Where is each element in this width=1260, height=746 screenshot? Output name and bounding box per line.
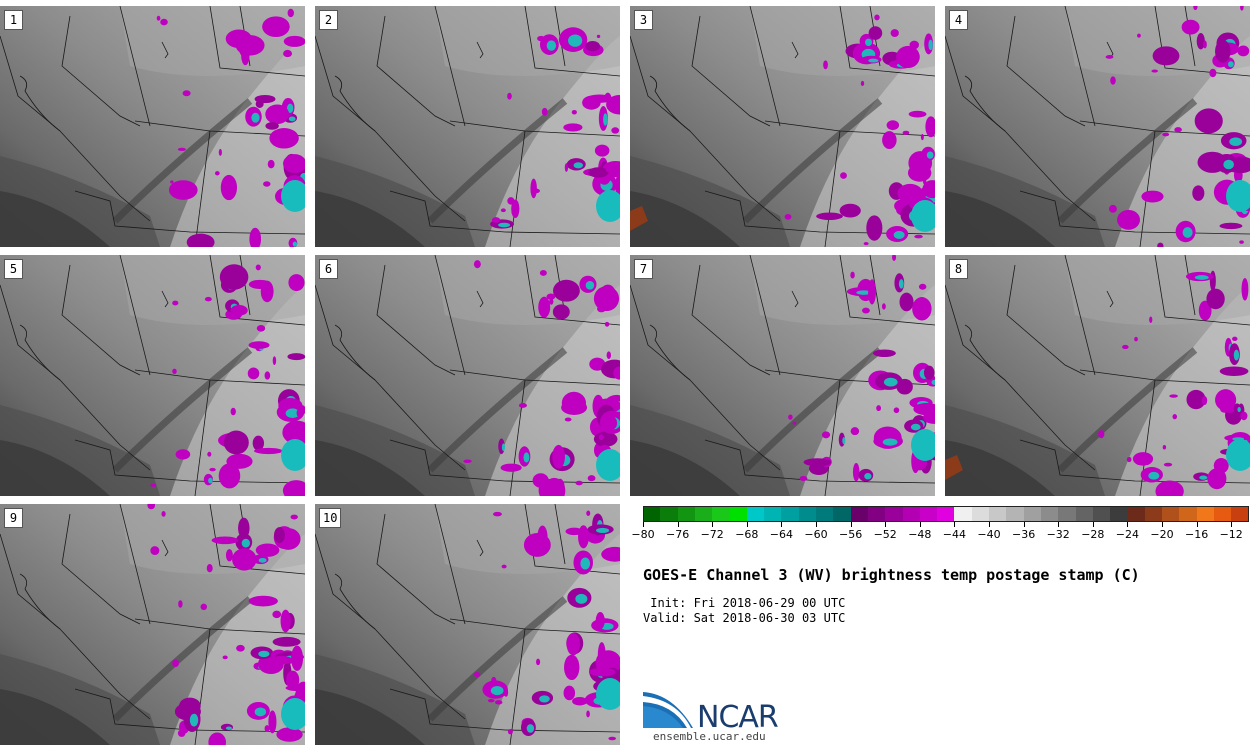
colorbar-cell — [1144, 506, 1163, 522]
colorbar-tick-label: −64 — [769, 528, 793, 541]
map-panel: 7 — [630, 255, 935, 496]
panel-number-label: 8 — [949, 259, 968, 279]
colorbar-cell — [919, 506, 938, 522]
map-panel: 2 — [315, 6, 620, 247]
colorbar-tick-label: −28 — [1081, 528, 1105, 541]
colorbar-tick — [1162, 522, 1163, 527]
colorbar-tick-label: −80 — [631, 528, 655, 541]
colorbar-cell — [643, 506, 661, 522]
panel-number-label: 2 — [319, 10, 338, 30]
colorbar-tick-label: −32 — [1046, 528, 1070, 541]
colorbar-tick — [954, 522, 956, 527]
figure-title: GOES-E Channel 3 (WV) brightness temp po… — [643, 566, 1140, 584]
colorbar-tick-label: −36 — [1011, 528, 1036, 541]
colorbar-cell — [971, 506, 990, 522]
colorbar-cell — [660, 506, 679, 522]
panel-number-label: 10 — [319, 508, 342, 528]
colorbar-tick — [1058, 522, 1060, 527]
colorbar-tick-label: −48 — [908, 528, 932, 541]
colorbar-tick — [919, 522, 921, 527]
colorbar-cell — [729, 506, 748, 522]
colorbar-cell — [850, 506, 869, 522]
map-panel: 4 — [945, 6, 1250, 247]
colorbar-frame — [643, 506, 1249, 522]
colorbar-cell — [712, 506, 730, 522]
colorbar-tick-label: −44 — [942, 528, 966, 541]
colorbar-tick — [712, 522, 714, 527]
colorbar-tick — [643, 522, 644, 527]
colorbar-cell — [1213, 506, 1232, 522]
colorbar-cell — [1196, 506, 1215, 522]
colorbar-cell — [885, 506, 903, 522]
colorbar-tick-label: −52 — [873, 528, 897, 541]
panel-number-label: 5 — [4, 259, 23, 279]
colorbar-tick — [989, 522, 990, 527]
colorbar-cell — [781, 506, 800, 522]
map-panel: 6 — [315, 255, 620, 496]
colorbar-tick — [1196, 522, 1198, 527]
colorbar-cell — [764, 506, 782, 522]
colorbar-cell — [867, 506, 886, 522]
colorbar-cell — [1162, 506, 1180, 522]
panel-number-label: 4 — [949, 10, 968, 30]
colorbar-cell — [746, 506, 765, 522]
panel-number-label: 1 — [4, 10, 23, 30]
colorbar-tick-label: −20 — [1150, 528, 1174, 541]
colorbar-tick-label: −16 — [1184, 528, 1209, 541]
panel-number-label: 6 — [319, 259, 338, 279]
colorbar-tick-label: −68 — [735, 528, 759, 541]
colorbar-tick — [850, 522, 852, 527]
colorbar-cell — [694, 506, 713, 522]
colorbar-tick — [781, 522, 783, 527]
colorbar-tick — [1231, 522, 1233, 527]
colorbar-cell — [1058, 506, 1076, 522]
ncar-logo-icon — [643, 692, 693, 728]
colorbar-tick-label: −76 — [665, 528, 690, 541]
map-panel: 1 — [0, 6, 305, 247]
colorbar-cell — [1006, 506, 1025, 522]
colorbar-tick — [746, 522, 748, 527]
colorbar-tick — [816, 522, 817, 527]
colorbar-tick-label: −56 — [838, 528, 863, 541]
colorbar-tick — [885, 522, 887, 527]
colorbar-cell — [937, 506, 955, 522]
colorbar-tick-label: −60 — [804, 528, 828, 541]
colorbar-cell — [1075, 506, 1094, 522]
colorbar-cell — [798, 506, 817, 522]
colorbar-cell — [989, 506, 1007, 522]
colorbar-tick — [1092, 522, 1094, 527]
colorbar-cell — [677, 506, 696, 522]
colorbar-tick-label: −24 — [1115, 528, 1139, 541]
panel-number-label: 3 — [634, 10, 653, 30]
colorbar-cell — [833, 506, 852, 522]
site-url: ensemble.ucar.edu — [653, 730, 766, 743]
colorbar-cell — [816, 506, 834, 522]
colorbar-cell — [1023, 506, 1042, 522]
colorbar-cell — [1110, 506, 1128, 522]
colorbar-tick-label: −72 — [700, 528, 724, 541]
colorbar-cell — [902, 506, 921, 522]
colorbar-cell — [1127, 506, 1146, 522]
valid-time: Valid: Sat 2018-06-30 03 UTC — [643, 611, 846, 625]
panel-number-label: 7 — [634, 259, 653, 279]
map-panel: 10 — [315, 504, 620, 745]
init-time: Init: Fri 2018-06-29 00 UTC — [643, 596, 846, 610]
colorbar-cell — [954, 506, 973, 522]
map-panel: 8 — [945, 255, 1250, 496]
map-panel: 9 — [0, 504, 305, 745]
colorbar-tick-label: −40 — [977, 528, 1001, 541]
colorbar-tick — [1127, 522, 1129, 527]
colorbar-cell — [1231, 506, 1249, 522]
colorbar-cell — [1040, 506, 1059, 522]
colorbar-tick — [1023, 522, 1025, 527]
logo-text: NCAR — [697, 700, 779, 735]
map-panel: 3 — [630, 6, 935, 247]
colorbar-tick — [677, 522, 679, 527]
colorbar-cell — [1092, 506, 1111, 522]
panel-number-label: 9 — [4, 508, 23, 528]
colorbar-tick-label: −12 — [1219, 528, 1243, 541]
map-panel: 5 — [0, 255, 305, 496]
colorbar-cell — [1179, 506, 1198, 522]
